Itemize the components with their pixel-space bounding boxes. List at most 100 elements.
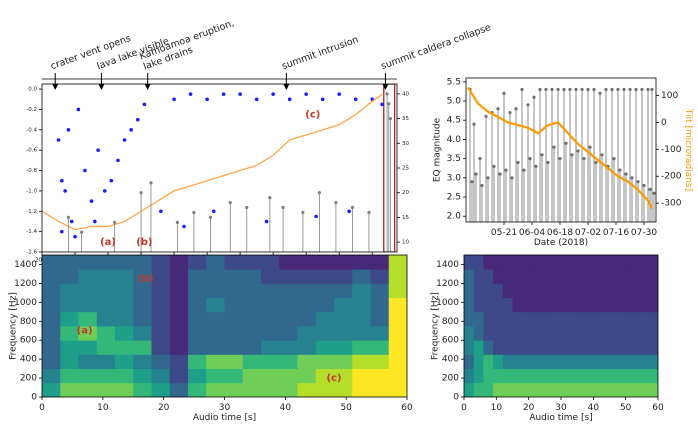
heatmap-cell [551,311,562,327]
heatmap-cell [169,269,189,284]
y-tick-label: 800 [20,317,37,327]
heatmap-cell [531,255,542,270]
data-point [122,138,127,142]
heatmap-cell [297,269,317,284]
data-point [73,234,77,239]
heatmap-cell [206,340,225,355]
heatmap-cell [206,311,225,327]
stem-marker [562,87,566,92]
heatmap-cell [224,269,244,284]
heatmap-cell [242,283,262,298]
heatmap-cell [512,354,523,369]
heatmap-cell [188,368,207,384]
heatmap-cell [42,354,61,369]
heatmap-cell [297,326,317,341]
heatmap-cell [628,340,639,355]
y2-tick-label: 100 [661,91,678,101]
stem-marker [650,87,654,92]
heatmap-cell [388,297,407,313]
heatmap-cell [334,382,353,397]
y-tick-label: 3.5 [447,154,461,164]
heatmap-cell [297,283,317,298]
heatmap-cell [541,326,552,341]
heatmap-cell [561,368,572,384]
heatmap-cell [96,311,116,327]
plot-area [467,86,656,222]
heatmap-cell [78,340,98,355]
event-arrowhead [144,84,151,90]
heatmap-cell [502,326,513,341]
data-point [254,97,259,102]
heatmap-cell [638,283,649,298]
y-tick-label: 4.5 [447,116,461,126]
heatmap-cell [580,382,591,397]
y-tick-label: 200 [20,374,37,384]
y-tick-label: -0.8 [26,168,37,174]
heatmap-cell [512,297,523,313]
data-point [60,229,64,234]
heatmap-cell [580,340,591,355]
stem-marker [301,210,305,215]
stem-marker [568,87,572,92]
data-point [56,138,61,142]
x-tick-label: 50 [620,403,632,413]
stem-marker [492,164,496,168]
heatmap-cell [242,326,262,341]
heatmap-cell [609,326,620,341]
heatmap-cell [334,340,353,355]
y-tick-label: 2.0 [447,212,462,222]
heatmap-cell [541,340,552,355]
heatmap-cell [464,269,475,284]
heatmap-cell [334,283,353,298]
heatmap-cell [315,340,335,355]
x-tick-label: 10 [97,403,109,413]
heatmap-cell [206,297,225,313]
stem-marker [624,172,628,176]
heatmap-cell [628,382,639,397]
stem-marker [622,87,626,92]
heatmap-cell [133,283,152,298]
event-arrowhead [98,84,105,90]
heatmap-cell [512,283,523,298]
heatmap-cell [590,326,601,341]
y-tick-label: 1000 [14,298,37,308]
heatmap-cell [96,255,116,270]
stem-marker [66,215,71,220]
stem-marker [387,102,391,106]
y2-tick-label: 15 [402,215,409,221]
heatmap-cell [628,283,639,298]
y2-tick-label: 10 [402,240,409,246]
heatmap-cell [279,354,298,369]
stem-marker [208,215,213,220]
stem-marker [550,87,554,92]
stem-marker [486,176,490,180]
heatmap-cell [570,297,581,313]
stem-marker [616,87,620,92]
heatmap-cell [151,283,171,298]
data-point [221,92,226,96]
heatmap-cell [279,368,298,384]
stem-marker [630,176,634,180]
heatmap-cell [628,255,639,270]
y-tick-label: 400 [20,355,37,365]
plot-area [42,255,407,397]
heatmap-cell [531,311,542,327]
stem-marker [317,191,321,195]
heatmap-cell [512,311,523,327]
heatmap-cell [261,255,280,270]
event-label: summit intrusion [280,34,360,72]
heatmap-cell [464,354,475,369]
y-tick-label: -0.2 [26,107,37,113]
heatmap-cell [352,340,371,355]
stem-marker [268,196,272,200]
heatmap-cell [512,368,523,384]
y-tick-label: 1400 [14,260,37,270]
y-tick-label: 1000 [436,298,459,308]
heatmap-cell [551,354,562,369]
heatmap-cell [502,354,513,369]
heatmap-cell [115,255,134,270]
heatmap-cell [619,354,630,369]
heatmap-cell [315,311,335,327]
heatmap-cell [352,354,371,369]
heatmap-cell [628,297,639,313]
